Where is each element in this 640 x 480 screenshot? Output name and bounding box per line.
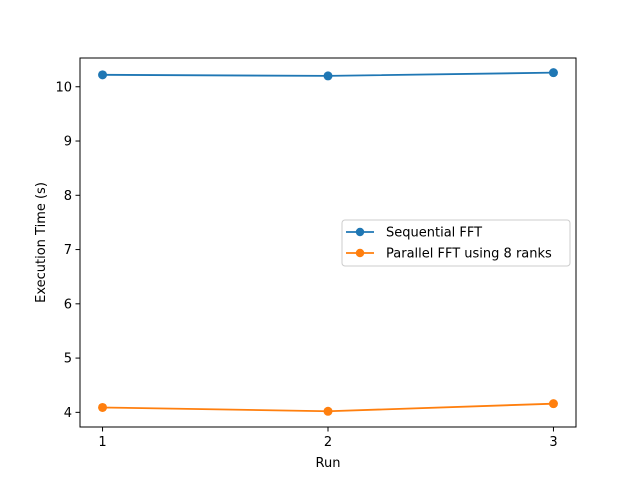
ticks-layer: 1 2 3 4 5 6 7 8 9 10: [55, 80, 557, 450]
legend-label-sequential: Sequential FFT: [386, 226, 482, 241]
series-layer: [98, 68, 558, 416]
legend-marker-parallel: [355, 248, 365, 258]
y-tick-label: 6: [64, 297, 72, 312]
y-tick-label: 9: [64, 135, 72, 150]
legend-label-parallel: Parallel FFT using 8 ranks: [386, 247, 552, 262]
data-point-parallel: [98, 402, 108, 412]
x-axis-label: Run: [316, 456, 341, 471]
data-point-parallel: [323, 406, 333, 416]
y-axis-label: Execution Time (s): [34, 182, 49, 303]
data-point-sequential: [323, 71, 333, 81]
x-tick-label: 2: [324, 435, 332, 450]
legend-box: [341, 219, 571, 267]
legend-marker-sequential: [355, 227, 365, 237]
data-point-sequential: [548, 68, 558, 78]
y-tick-label: 5: [64, 352, 72, 367]
y-tick-label: 4: [64, 406, 72, 421]
x-tick-label: 1: [98, 435, 106, 450]
legend: Sequential FFT Parallel FFT using 8 rank…: [341, 219, 571, 267]
data-point-sequential: [98, 70, 108, 80]
data-point-parallel: [548, 399, 558, 409]
x-tick-label: 3: [549, 435, 557, 450]
y-tick-label: 8: [64, 189, 72, 204]
y-tick-label: 10: [55, 80, 72, 95]
y-tick-label: 7: [64, 243, 72, 258]
